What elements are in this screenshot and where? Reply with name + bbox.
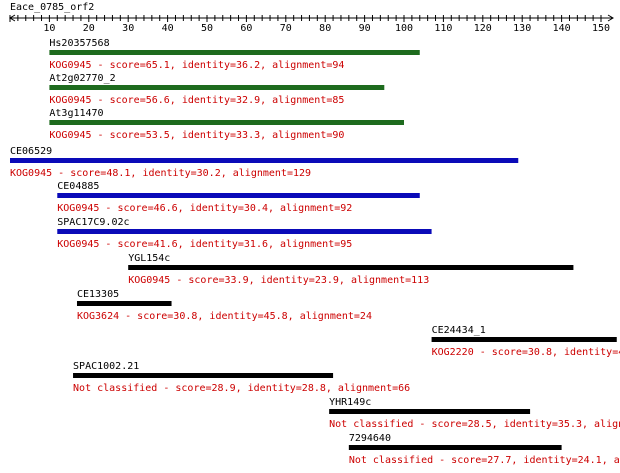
hit-detail: KOG0945 - score=33.9, identity=23.9, ali… — [128, 275, 429, 286]
ruler-tick-label: 70 — [280, 23, 292, 34]
ruler-tick-label: 80 — [319, 23, 331, 34]
hit-name[interactable]: CE24434_1 — [432, 325, 486, 336]
hit-detail: KOG3624 - score=30.8, identity=45.8, ali… — [77, 311, 372, 322]
ruler-tick-label: 120 — [474, 23, 492, 34]
ruler-tick-label: 100 — [395, 23, 413, 34]
ruler-tick-label: 110 — [434, 23, 452, 34]
hit-bar[interactable] — [431, 337, 617, 342]
hit-detail: Not classified - score=28.5, identity=35… — [329, 419, 620, 430]
hit-name[interactable]: SPAC17C9.02c — [57, 217, 129, 228]
hit-bar[interactable] — [10, 158, 519, 163]
hit-detail: KOG0945 - score=48.1, identity=30.2, ali… — [10, 168, 311, 179]
hit-row[interactable]: YGL154c KOG0945 - score=33.9, identity=23… — [128, 253, 574, 286]
hit-row[interactable]: CE24434_1 KOG2220 - score=30.8, identity=… — [431, 325, 620, 358]
ruler-tick-label: 30 — [122, 23, 134, 34]
hit-name[interactable]: CE13305 — [77, 289, 119, 300]
ruler-tick-label: 10 — [43, 23, 55, 34]
hit-row[interactable]: SPAC1002.21 Not classified - score=28.9, … — [73, 361, 410, 394]
hit-bar[interactable] — [49, 85, 385, 90]
hit-detail: KOG0945 - score=41.6, identity=31.6, ali… — [57, 239, 352, 250]
hit-name[interactable]: Hs20357568 — [49, 38, 109, 49]
hit-bar[interactable] — [49, 120, 405, 125]
hit-row[interactable]: SPAC17C9.02c KOG0945 - score=41.6, identi… — [57, 217, 432, 250]
hit-detail: KOG0945 - score=65.1, identity=36.2, ali… — [49, 60, 344, 71]
hit-bar[interactable] — [348, 445, 562, 450]
hit-name[interactable]: At2g02770_2 — [49, 73, 115, 84]
hit-bar[interactable] — [57, 229, 432, 234]
ruler-tick-label: 130 — [513, 23, 531, 34]
hit-row[interactable]: CE13305 KOG3624 - score=30.8, identity=45… — [76, 289, 372, 322]
ruler-tick-label: 40 — [162, 23, 174, 34]
ruler-tick-label: 60 — [240, 23, 252, 34]
hit-bar[interactable] — [329, 409, 531, 414]
hit-detail: Not classified - score=28.9, identity=28… — [73, 383, 410, 394]
hit-name[interactable]: CE06529 — [10, 146, 52, 157]
hit-name[interactable]: YHR149c — [329, 397, 371, 408]
hit-row[interactable]: Hs20357568 KOG0945 - score=65.1, identity… — [49, 38, 420, 71]
hit-list: Hs20357568 KOG0945 - score=65.1, identity… — [10, 38, 620, 466]
ruler-tick-label: 50 — [201, 23, 213, 34]
ruler-tick-label: 90 — [359, 23, 371, 34]
ruler-tick-label: 140 — [553, 23, 571, 34]
ruler-right-arrow — [607, 14, 614, 22]
query-title: Eace_0785_orf2 — [10, 2, 94, 13]
ruler: 10 20 30 40 50 60 70 80 90 100 110 120 130 140 150 — [9, 14, 614, 34]
hit-detail: KOG0945 - score=53.5, identity=33.3, ali… — [49, 130, 344, 141]
hit-row[interactable]: At2g02770_2 KOG0945 - score=56.6, identit… — [49, 73, 385, 106]
hit-row[interactable]: CE06529 KOG0945 - score=48.1, identity=30… — [10, 146, 519, 179]
hit-detail: KOG0945 - score=46.6, identity=30.4, ali… — [57, 203, 352, 214]
hit-detail: KOG2220 - score=30.8, identity=45.8, ali… — [432, 347, 620, 358]
hit-name[interactable]: YGL154c — [128, 253, 170, 264]
hit-detail: Not classified - score=27.7, identity=24… — [349, 455, 620, 466]
hit-row[interactable]: At3g11470 KOG0945 - score=53.5, identity=… — [49, 108, 405, 141]
hit-bar[interactable] — [76, 301, 172, 306]
hit-bar[interactable] — [57, 193, 420, 198]
hit-row[interactable]: YHR149c Not classified - score=28.5, iden… — [329, 397, 620, 430]
hit-bar[interactable] — [73, 373, 334, 378]
ruler-tick-label: 20 — [83, 23, 95, 34]
hit-bar[interactable] — [49, 50, 420, 55]
hit-row[interactable]: 7294640 Not classified - score=27.7, iden… — [348, 433, 620, 466]
hit-name[interactable]: At3g11470 — [49, 108, 103, 119]
hit-detail: KOG0945 - score=56.6, identity=32.9, ali… — [49, 95, 344, 106]
hit-bar[interactable] — [128, 265, 574, 270]
ruler-tick-label: 150 — [592, 23, 610, 34]
hit-name[interactable]: CE04885 — [57, 181, 99, 192]
hit-row[interactable]: CE04885 KOG0945 - score=46.6, identity=30… — [57, 181, 420, 214]
hit-name[interactable]: 7294640 — [349, 433, 391, 444]
hit-name[interactable]: SPAC1002.21 — [73, 361, 139, 372]
